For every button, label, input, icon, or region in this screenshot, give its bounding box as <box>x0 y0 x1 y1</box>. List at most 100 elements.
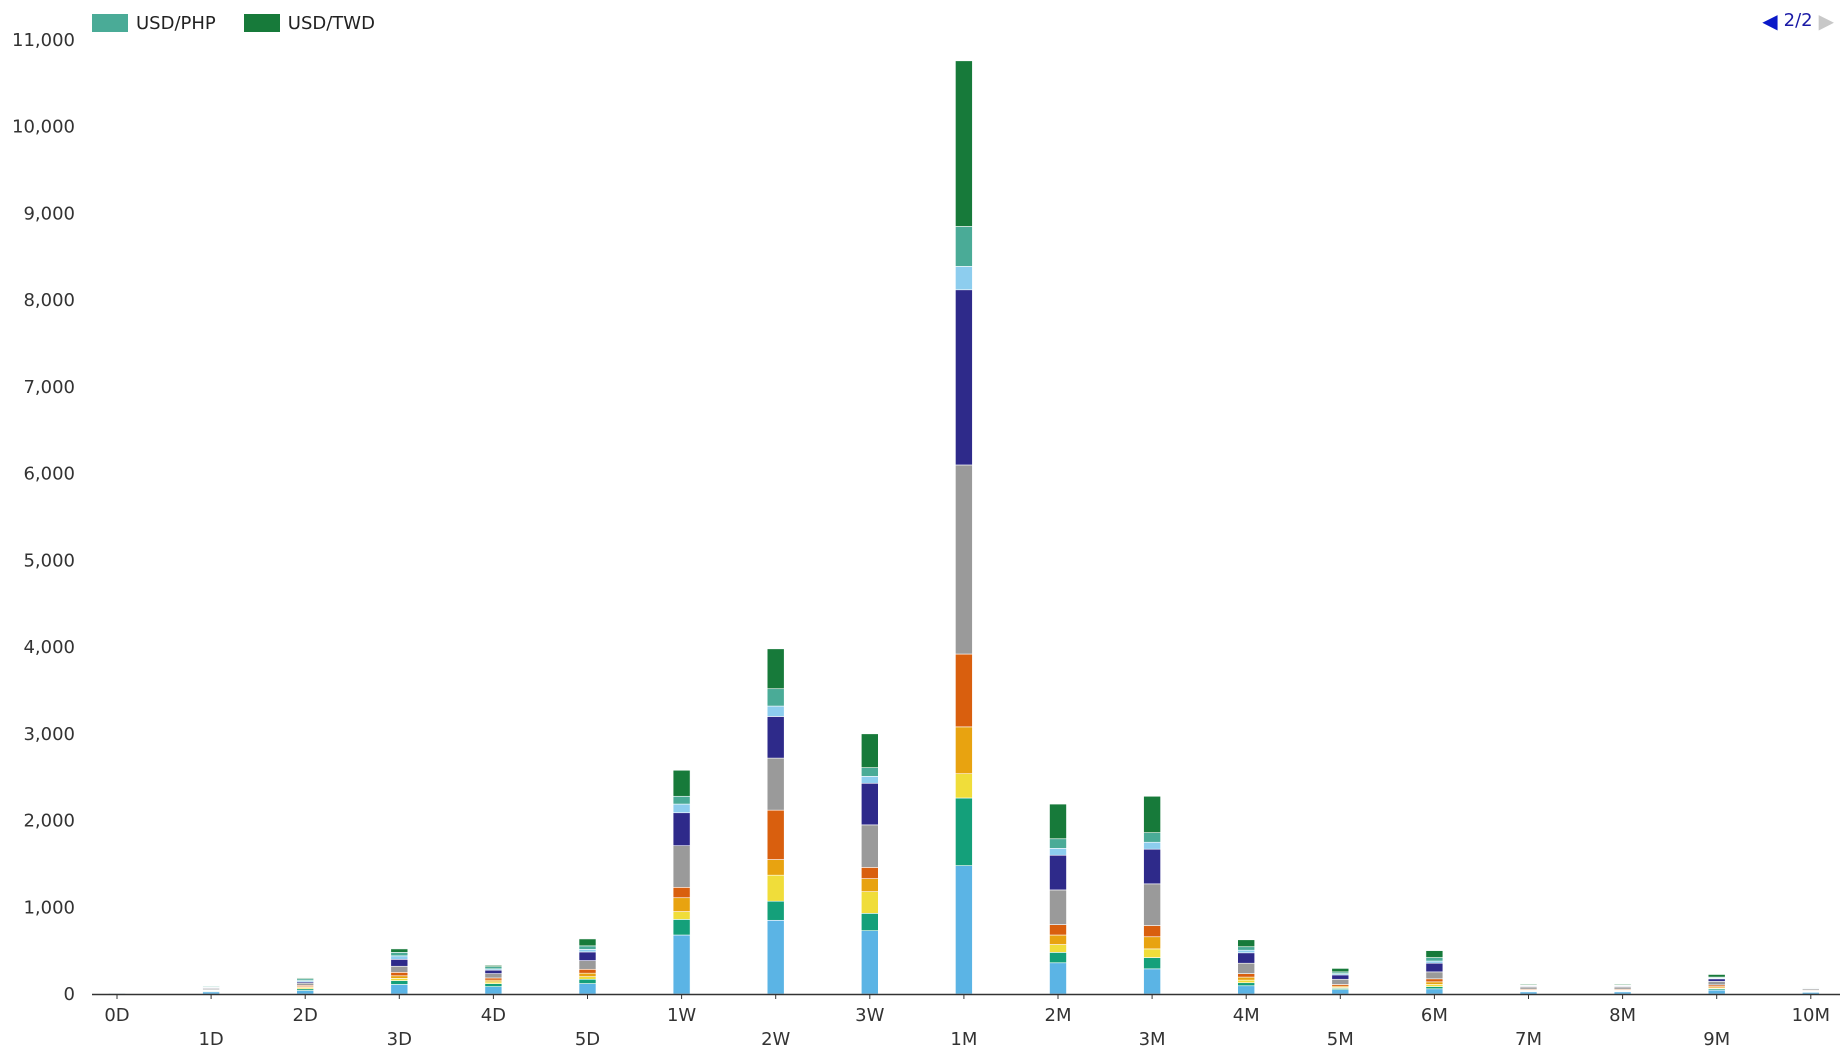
bar-segment[interactable] <box>485 978 502 980</box>
bar-segment[interactable] <box>1238 983 1255 986</box>
bar-segment[interactable] <box>1050 890 1067 925</box>
triangle-left-icon[interactable]: ◀ <box>1762 11 1777 31</box>
bar-segment[interactable] <box>861 892 878 914</box>
bar-segment[interactable] <box>861 913 878 930</box>
bar-segment[interactable] <box>1614 984 1631 985</box>
bar-segment[interactable] <box>955 465 972 654</box>
bar-segment[interactable] <box>485 965 502 966</box>
bar-segment[interactable] <box>579 977 596 980</box>
bar-segment[interactable] <box>1332 990 1349 994</box>
bar-segment[interactable] <box>1238 974 1255 977</box>
bar-segment[interactable] <box>1708 979 1725 982</box>
bar-segment[interactable] <box>1050 952 1067 962</box>
bar-segment[interactable] <box>297 991 314 994</box>
bar-segment[interactable] <box>1238 953 1255 963</box>
bar-segment[interactable] <box>1426 958 1443 961</box>
bar-segment[interactable] <box>767 716 784 758</box>
bar-segment[interactable] <box>579 949 596 952</box>
bar-segment[interactable] <box>1708 981 1725 984</box>
bar-segment[interactable] <box>1050 963 1067 994</box>
bar-segment[interactable] <box>861 825 878 867</box>
bar-segment[interactable] <box>1050 848 1067 855</box>
bar-segment[interactable] <box>1050 839 1067 849</box>
bar-segment[interactable] <box>579 952 596 961</box>
bar-segment[interactable] <box>1144 849 1161 884</box>
bar-segment[interactable] <box>391 966 408 972</box>
bar-segment[interactable] <box>767 689 784 706</box>
bar-segment[interactable] <box>767 649 784 689</box>
bar-segment[interactable] <box>673 813 690 846</box>
bar-segment[interactable] <box>955 226 972 266</box>
bar-segment[interactable] <box>1144 969 1161 994</box>
bar-segment[interactable] <box>1802 987 1819 988</box>
bar-segment[interactable] <box>767 875 784 901</box>
bar-segment[interactable] <box>1332 968 1349 971</box>
bar-segment[interactable] <box>861 931 878 994</box>
bar-segment[interactable] <box>1238 940 1255 947</box>
bar-segment[interactable] <box>767 758 784 810</box>
bar-segment[interactable] <box>485 970 502 973</box>
bar-segment[interactable] <box>1708 990 1725 994</box>
bar-segment[interactable] <box>1144 958 1161 969</box>
bar-segment[interactable] <box>1144 925 1161 936</box>
bar-segment[interactable] <box>861 768 878 777</box>
bar-segment[interactable] <box>1144 842 1161 849</box>
bar-segment[interactable] <box>673 912 690 920</box>
bar-segment[interactable] <box>1426 963 1443 972</box>
bar-segment[interactable] <box>391 949 408 952</box>
bar-segment[interactable] <box>579 969 596 973</box>
bar-segment[interactable] <box>1426 961 1443 963</box>
bar-segment[interactable] <box>767 901 784 920</box>
bar-segment[interactable] <box>767 860 784 876</box>
bar-segment[interactable] <box>109 991 126 992</box>
bar-segment[interactable] <box>861 783 878 825</box>
bar-segment[interactable] <box>1144 884 1161 926</box>
bar-segment[interactable] <box>861 734 878 768</box>
bar-segment[interactable] <box>1426 984 1443 986</box>
bar-segment[interactable] <box>673 919 690 935</box>
triangle-right-icon[interactable]: ▶ <box>1819 11 1834 31</box>
bar-segment[interactable] <box>1050 925 1067 935</box>
bar-segment[interactable] <box>955 727 972 774</box>
bar-segment[interactable] <box>579 961 596 970</box>
bar-segment[interactable] <box>391 956 408 959</box>
bar-segment[interactable] <box>1238 977 1255 980</box>
bar-segment[interactable] <box>861 867 878 878</box>
bar-segment[interactable] <box>1614 992 1631 994</box>
bar-segment[interactable] <box>1332 975 1349 979</box>
bar-segment[interactable] <box>579 984 596 994</box>
bar-segment[interactable] <box>391 981 408 985</box>
bar-segment[interactable] <box>1520 987 1537 989</box>
bar-segment[interactable] <box>955 266 972 289</box>
bar-segment[interactable] <box>673 804 690 813</box>
bar-segment[interactable] <box>673 846 690 888</box>
bar-segment[interactable] <box>673 770 690 796</box>
bar-segment[interactable] <box>1050 935 1067 945</box>
bar-segment[interactable] <box>1238 947 1255 950</box>
bar-segment[interactable] <box>579 939 596 946</box>
bar-segment[interactable] <box>391 972 408 975</box>
bar-segment[interactable] <box>955 774 972 798</box>
bar-segment[interactable] <box>1050 804 1067 839</box>
bar-segment[interactable] <box>485 967 502 969</box>
legend-item-usd-twd[interactable]: USD/TWD <box>244 13 375 34</box>
bar-segment[interactable] <box>861 879 878 892</box>
bar-segment[interactable] <box>767 706 784 716</box>
bar-segment[interactable] <box>579 973 596 976</box>
bar-segment[interactable] <box>203 986 220 987</box>
bar-segment[interactable] <box>1426 987 1443 989</box>
bar-segment[interactable] <box>861 776 878 783</box>
bar-segment[interactable] <box>1238 980 1255 983</box>
bar-segment[interactable] <box>1520 992 1537 994</box>
legend-item-usd-php[interactable]: USD/PHP <box>92 13 216 34</box>
bar-segment[interactable] <box>1144 796 1161 832</box>
bar-segment[interactable] <box>673 898 690 912</box>
bar-segment[interactable] <box>1520 984 1537 985</box>
bar-segment[interactable] <box>1614 987 1631 989</box>
bar-segment[interactable] <box>673 796 690 804</box>
bar-segment[interactable] <box>579 946 596 949</box>
bar-segment[interactable] <box>767 810 784 859</box>
bar-segment[interactable] <box>1708 974 1725 977</box>
bar-segment[interactable] <box>955 290 972 465</box>
bar-segment[interactable] <box>955 61 972 227</box>
